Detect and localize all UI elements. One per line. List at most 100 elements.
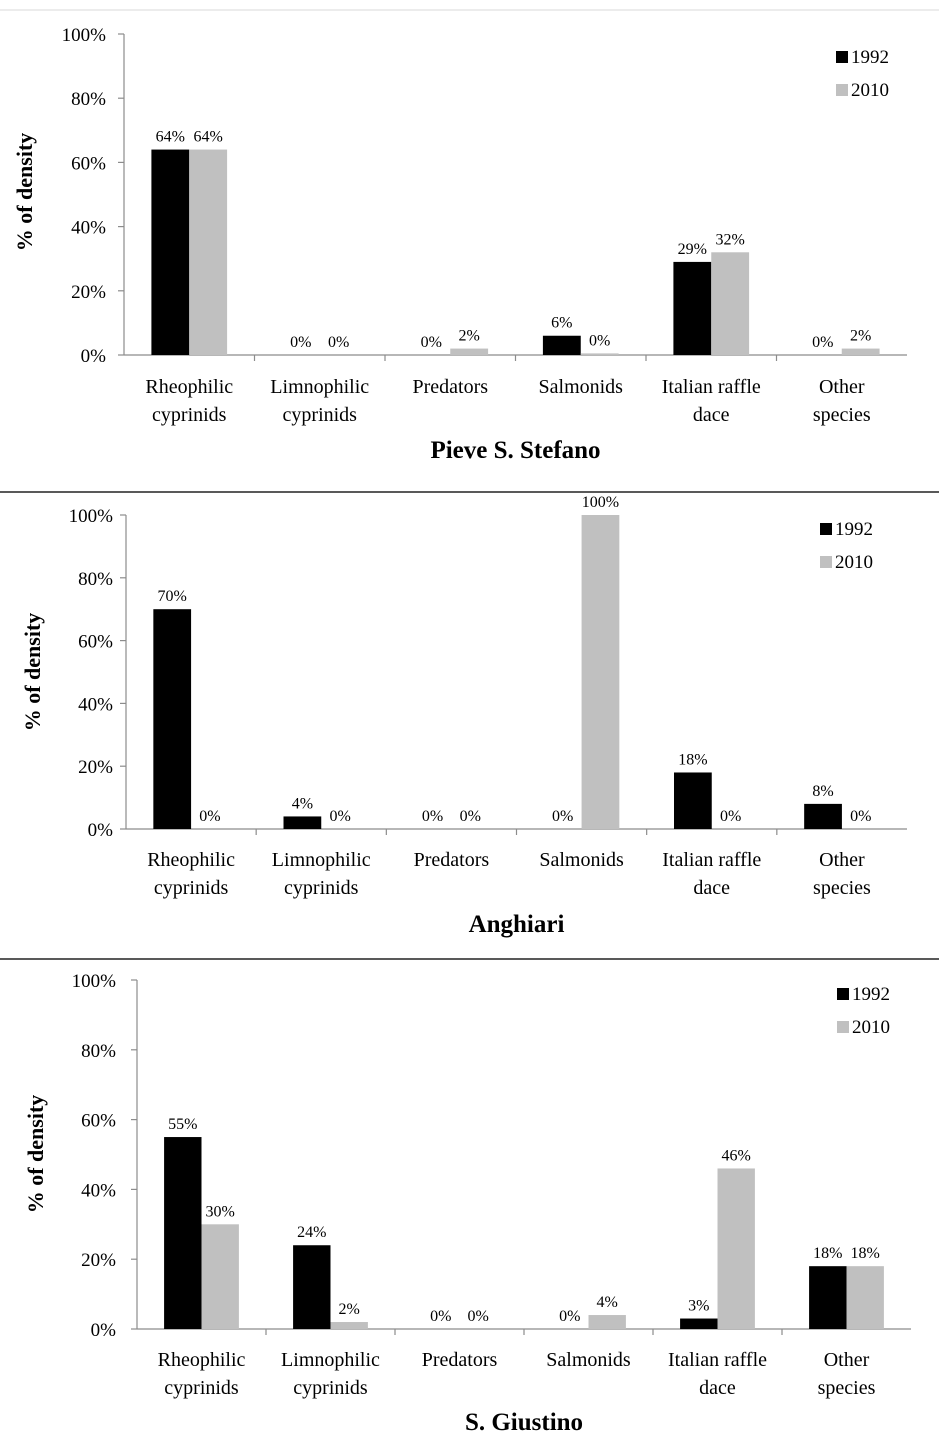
- data-label: 0%: [422, 808, 443, 825]
- data-label: 64%: [194, 129, 223, 146]
- category-label: cyprinids: [283, 404, 358, 426]
- category-label: dace: [693, 404, 730, 426]
- y-tick-label: 20%: [81, 1250, 116, 1271]
- data-label: 24%: [297, 1224, 326, 1241]
- data-label: 3%: [688, 1298, 709, 1315]
- category-label: Salmonids: [546, 1349, 631, 1371]
- data-label: 0%: [552, 808, 573, 825]
- data-label: 0%: [720, 808, 741, 825]
- chart-title: Pieve S. Stefano: [430, 437, 600, 464]
- chart-panel: 0% 20% 40% 60% 80% 100% % of density Rheophilic…: [12, 25, 907, 464]
- legend-label: 2010: [835, 552, 873, 573]
- data-label: 2%: [339, 1301, 360, 1318]
- chart-panel: 0% 20% 40% 60% 80% 100% % of density Rheophilic…: [20, 494, 907, 938]
- data-label: 0%: [290, 334, 311, 351]
- data-label: 100%: [582, 494, 619, 511]
- category-label: cyprinids: [293, 1377, 368, 1399]
- data-label: 0%: [559, 1308, 580, 1325]
- legend-label: 1992: [851, 47, 889, 68]
- category-label: Salmonids: [539, 376, 624, 398]
- category-label: cyprinids: [152, 404, 227, 426]
- bar-2010: [189, 149, 228, 355]
- bar-2010: [717, 1168, 755, 1329]
- bar-1992: [164, 1137, 202, 1329]
- category-label: species: [813, 404, 871, 426]
- bar-2010: [588, 1315, 626, 1329]
- data-label: 0%: [460, 808, 481, 825]
- y-tick-label: 20%: [71, 282, 106, 303]
- bar-1992: [680, 1318, 718, 1329]
- y-tick-label: 0%: [88, 820, 114, 841]
- category-label: dace: [699, 1377, 736, 1399]
- data-label: 29%: [678, 241, 707, 258]
- legend-label: 1992: [852, 984, 890, 1005]
- legend-swatch-1992: [836, 51, 848, 63]
- y-axis-label: % of density: [23, 1095, 48, 1214]
- chart-title: Anghiari: [469, 911, 565, 938]
- category-label: dace: [693, 877, 730, 899]
- y-tick-label: 100%: [62, 25, 107, 46]
- bar-2010: [201, 1224, 239, 1329]
- data-label: 64%: [156, 129, 185, 146]
- legend-label: 2010: [852, 1017, 890, 1038]
- data-label: 18%: [678, 751, 707, 768]
- bar-1992: [804, 803, 842, 829]
- legend-swatch-2010: [820, 556, 832, 568]
- data-label: 4%: [292, 795, 313, 812]
- data-label: 32%: [716, 231, 745, 248]
- legend-swatch-1992: [820, 523, 832, 535]
- category-label: Other: [824, 1349, 870, 1371]
- y-tick-label: 0%: [91, 1320, 117, 1341]
- data-label: 0%: [328, 334, 349, 351]
- category-label: Limnophilic: [272, 849, 371, 871]
- bar-1992: [153, 609, 192, 829]
- data-label: 0%: [468, 1308, 489, 1325]
- category-label: Other: [819, 849, 865, 871]
- bar-2010: [450, 348, 489, 355]
- legend-label: 2010: [851, 80, 889, 101]
- y-tick-label: 80%: [71, 89, 106, 110]
- y-tick-label: 20%: [78, 757, 113, 778]
- category-label: cyprinids: [284, 877, 359, 899]
- bar-1992: [542, 335, 581, 355]
- data-label: 0%: [430, 1308, 451, 1325]
- category-label: Limnophilic: [270, 376, 369, 398]
- bar-2010: [711, 252, 750, 355]
- category-label: Italian raffle: [662, 849, 761, 871]
- data-label: 4%: [597, 1294, 618, 1311]
- data-label: 18%: [851, 1245, 880, 1262]
- y-tick-label: 80%: [81, 1041, 116, 1062]
- y-tick-label: 80%: [78, 569, 113, 590]
- bar-1992: [283, 816, 322, 829]
- bar-2010: [841, 348, 880, 355]
- y-tick-label: 40%: [81, 1180, 116, 1201]
- category-label: Italian raffle: [668, 1349, 767, 1371]
- y-tick-label: 60%: [78, 632, 113, 653]
- bar-2010: [846, 1266, 884, 1329]
- category-label: cyprinids: [164, 1377, 239, 1399]
- data-label: 0%: [199, 808, 220, 825]
- data-label: 0%: [589, 332, 610, 349]
- data-label: 2%: [850, 328, 871, 345]
- bar-1992: [673, 261, 712, 355]
- y-tick-label: 60%: [81, 1111, 116, 1132]
- y-tick-label: 100%: [72, 971, 117, 992]
- data-label: 0%: [421, 334, 442, 351]
- category-label: Italian raffle: [662, 376, 761, 398]
- data-label: 55%: [168, 1116, 197, 1133]
- data-label: 0%: [329, 808, 350, 825]
- data-label: 30%: [206, 1203, 235, 1220]
- category-label: Predators: [412, 376, 488, 398]
- legend-swatch-1992: [837, 988, 849, 1000]
- category-label: Predators: [414, 849, 490, 871]
- bar-1992: [674, 772, 712, 829]
- category-label: Salmonids: [539, 849, 624, 871]
- bar-1992: [151, 149, 190, 355]
- category-label: species: [813, 877, 871, 899]
- bar-2010: [580, 353, 619, 355]
- data-label: 0%: [812, 334, 833, 351]
- data-label: 46%: [722, 1147, 751, 1164]
- category-label: Rheophilic: [158, 1349, 246, 1371]
- data-label: 70%: [158, 588, 187, 605]
